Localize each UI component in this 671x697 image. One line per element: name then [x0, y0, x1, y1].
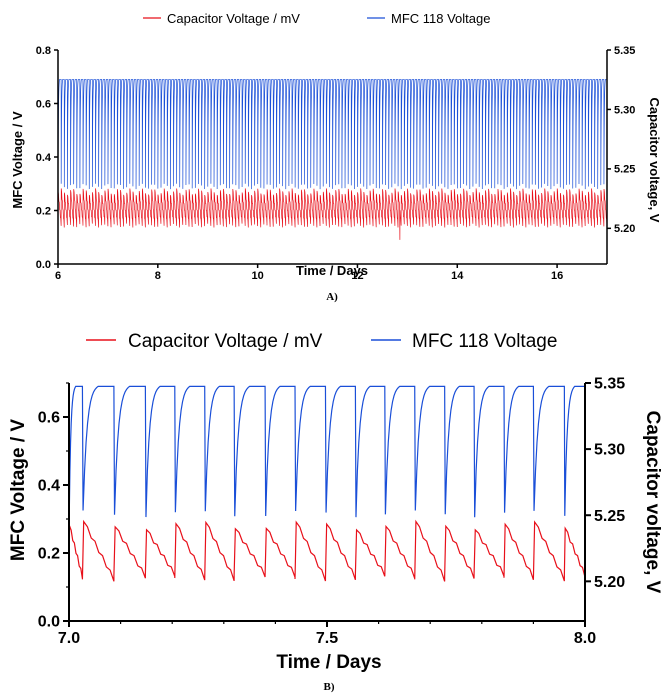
- y2-tick-label: 5.25: [614, 164, 635, 176]
- x-axis-label-a: Time / Days: [296, 263, 368, 278]
- series-line-capacitor-b: [68, 519, 586, 582]
- panel-a: Capacitor Voltage / mV MFC 118 Voltage 6…: [10, 11, 662, 303]
- y-axis-label-a: MFC Voltage / V: [10, 111, 25, 209]
- x-tick-label: 10: [252, 270, 264, 282]
- x-tick-label: 6: [55, 270, 61, 282]
- y-tick-label: 0.0: [36, 259, 51, 271]
- y2-tick-label: 5.30: [614, 104, 635, 116]
- y2-tick-label: 5.35: [614, 45, 635, 57]
- x-axis-label-b: Time / Days: [276, 652, 381, 673]
- panel-b: Capacitor Voltage / mV MFC 118 Voltage 7…: [8, 331, 663, 693]
- y2-tick-label: 5.25: [594, 508, 625, 525]
- y2-tick-label: 5.20: [594, 574, 625, 591]
- y2-tick-label: 5.30: [594, 442, 625, 459]
- x-tick-label: 8: [155, 270, 161, 282]
- x-tick-label: 14: [451, 270, 464, 282]
- y-tick-label: 0.4: [36, 152, 52, 164]
- x-tick-label: 8.0: [574, 630, 596, 647]
- y-tick-label: 0.0: [38, 614, 60, 631]
- y-tick-label: 0.2: [36, 205, 51, 217]
- legend-b-mfc-label: MFC 118 Voltage: [412, 331, 557, 352]
- series-line-mfc-b: [68, 385, 585, 518]
- series-line-capacitor-a: [57, 188, 608, 240]
- legend-b-capacitor-label: Capacitor Voltage / mV: [128, 331, 323, 352]
- series-line-mfc-a: [57, 79, 607, 190]
- x-tick-label: 12: [351, 270, 363, 282]
- plot-area-a: 6 8 10 12 14 16 0.0 0.2 0.4 0.6 0.8 5.20 5.25 5.30 5.3…: [36, 45, 636, 282]
- plot-area-b: 7.0 7.5 8.0 0.0 0.2 0.4 0.6 5.20 5.25 5.30 5.35: [38, 376, 625, 647]
- y-tick-label: 0.6: [38, 410, 60, 427]
- legend-b: Capacitor Voltage / mV MFC 118 Voltage: [86, 331, 557, 352]
- legend-a: Capacitor Voltage / mV MFC 118 Voltage: [143, 11, 490, 26]
- panel-label-a: A): [326, 291, 338, 303]
- x-tick-label: 7.0: [58, 630, 80, 647]
- y-tick-label: 0.2: [38, 546, 60, 563]
- y-tick-label: 0.4: [38, 478, 60, 495]
- y2-tick-label: 5.35: [594, 376, 625, 393]
- x-tick-label: 7.5: [316, 630, 338, 647]
- y-tick-label: 0.8: [36, 45, 51, 57]
- y2-axis-label-b: Capacitor voltage, V: [642, 411, 663, 594]
- legend-a-capacitor-label: Capacitor Voltage / mV: [167, 11, 300, 26]
- y-tick-label: 0.6: [36, 98, 51, 110]
- y-axis-label-b: MFC Voltage / V: [8, 419, 29, 561]
- x-tick-label: 16: [551, 270, 563, 282]
- y2-axis-label-a: Capacitor voltage, V: [647, 98, 662, 223]
- panel-label-b: B): [324, 681, 335, 693]
- legend-a-mfc-label: MFC 118 Voltage: [391, 11, 490, 26]
- y2-tick-label: 5.20: [614, 223, 635, 235]
